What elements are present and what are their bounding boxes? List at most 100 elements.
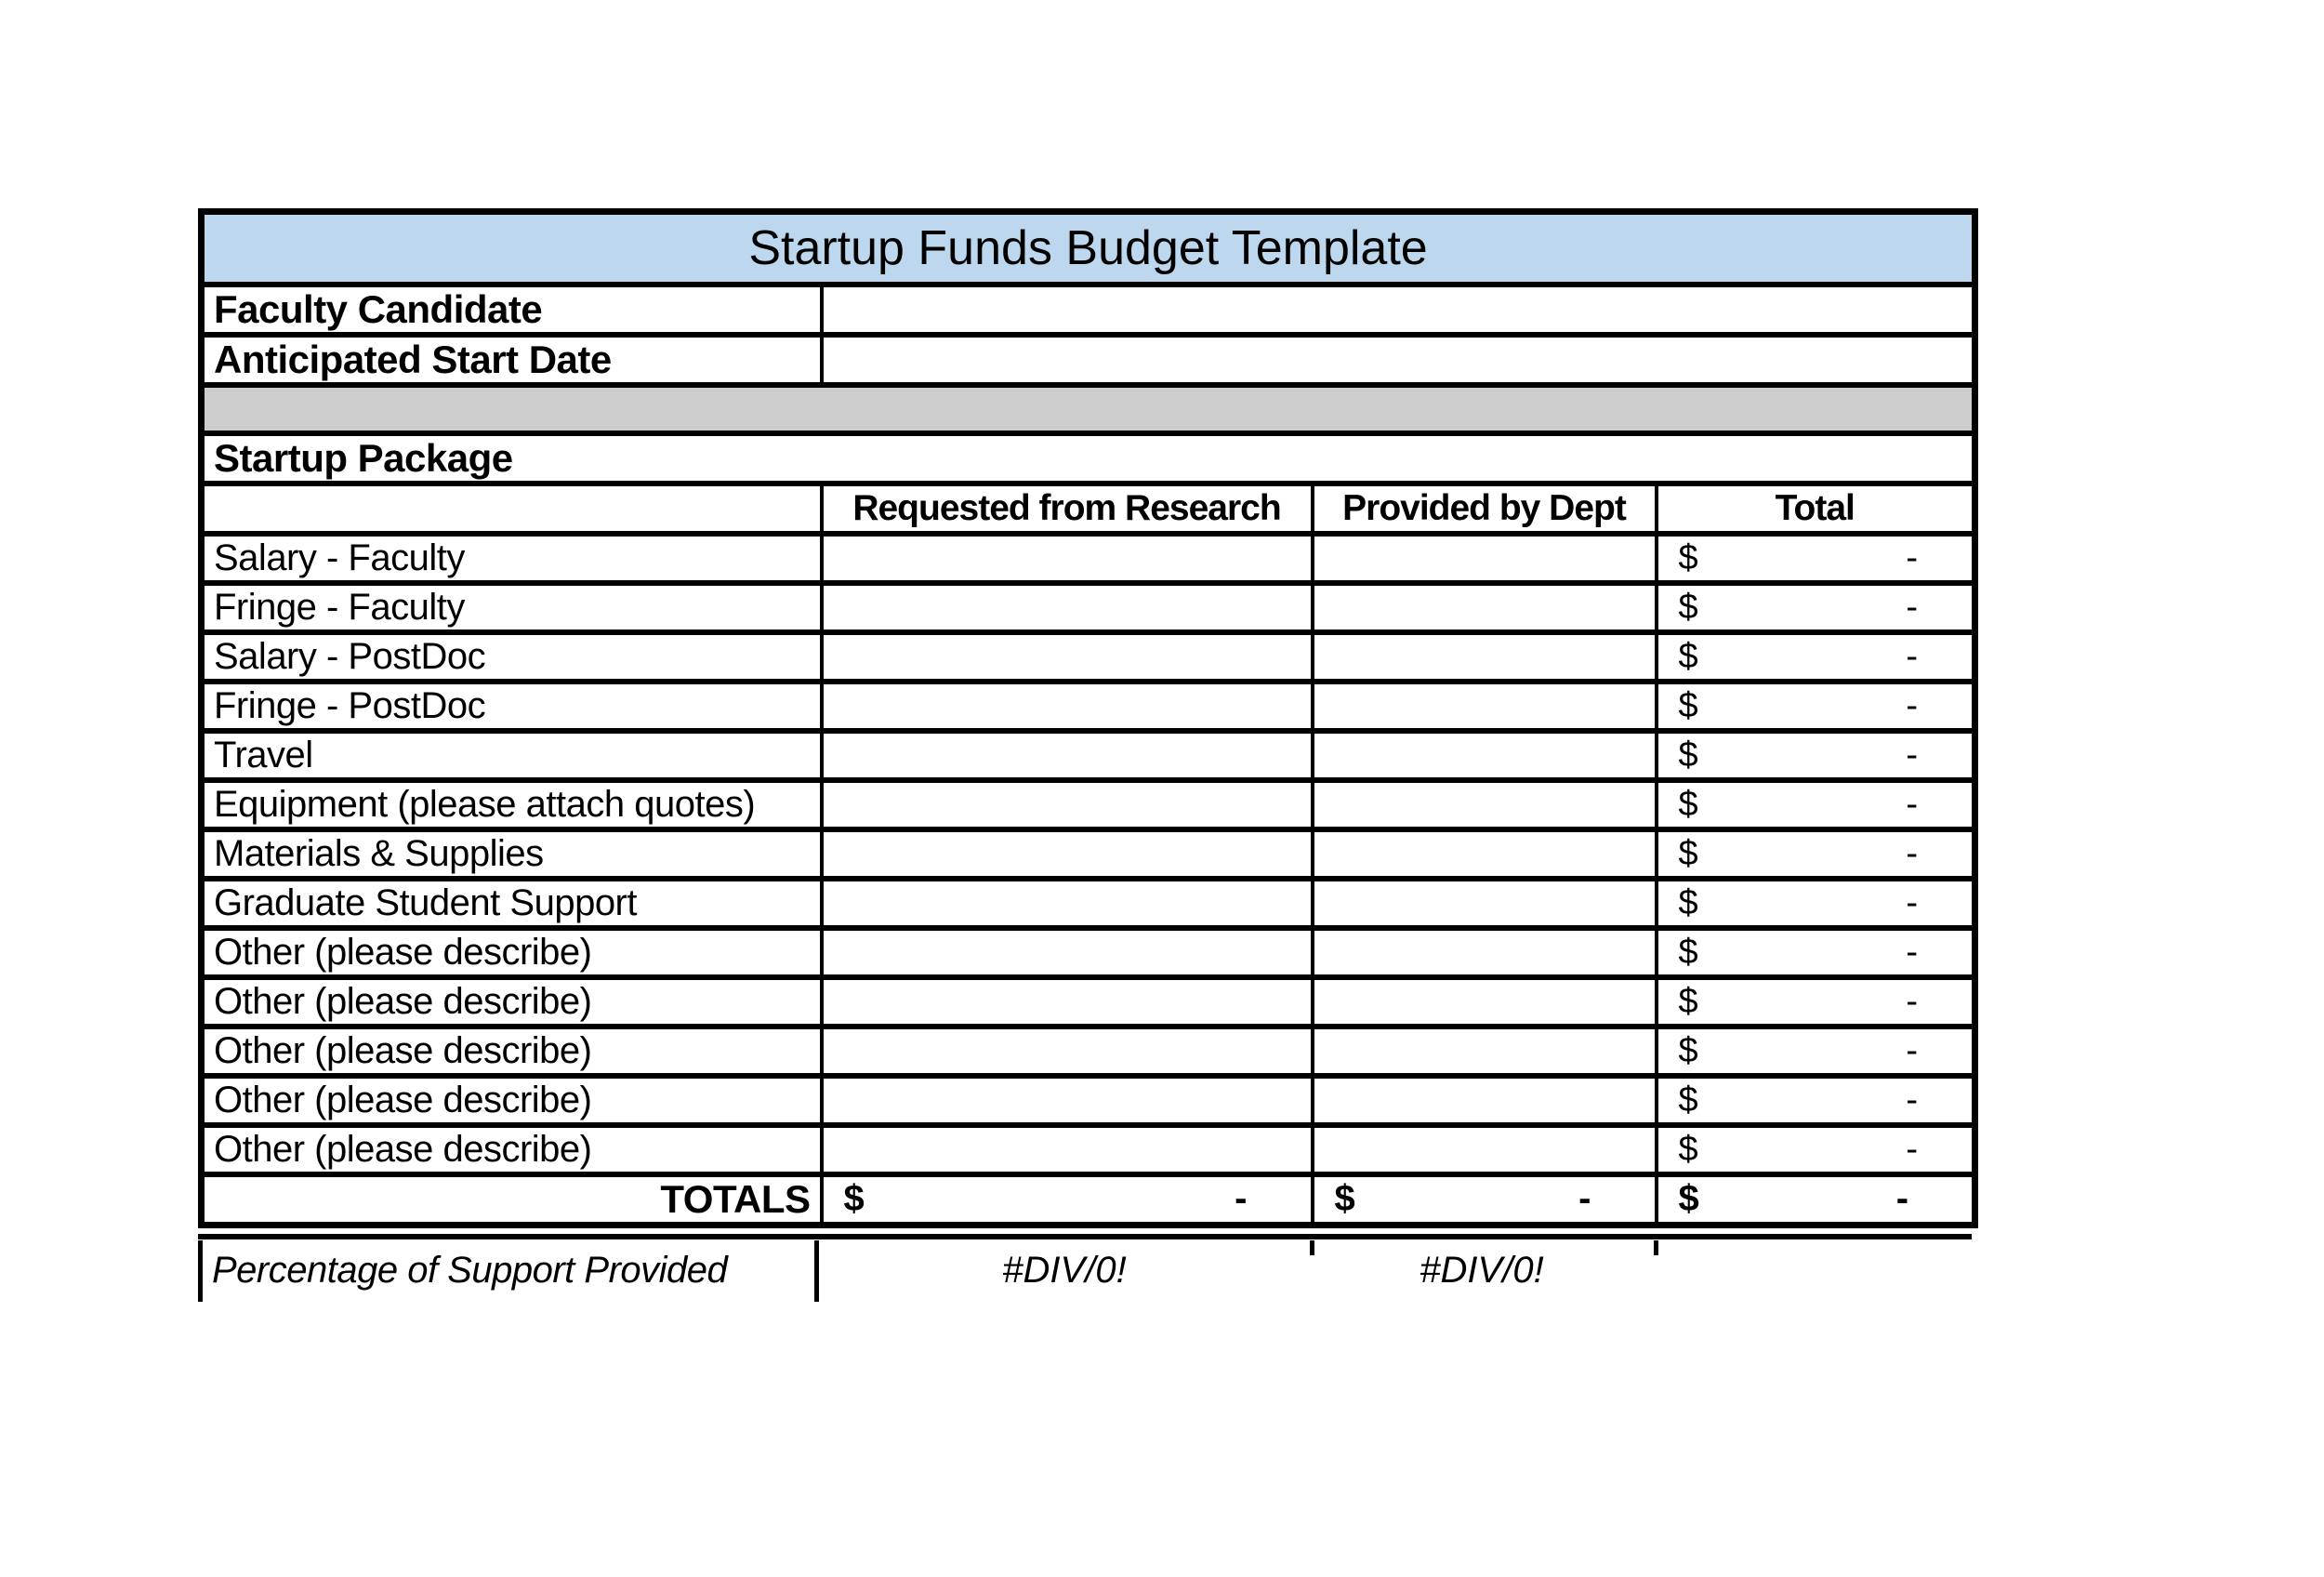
faculty-candidate-label: Faculty Candidate xyxy=(199,281,824,338)
section-title: Startup Package xyxy=(199,430,1977,486)
column-header-provided: Provided by Dept xyxy=(1310,480,1658,537)
table-row: Salary - Faculty $ - xyxy=(199,530,1977,586)
amount-value: - xyxy=(1906,1080,1919,1120)
column-header-total: Total xyxy=(1654,480,1977,537)
currency-symbol: $ xyxy=(1678,932,1698,972)
total-cell: $ - xyxy=(1654,579,1977,635)
requested-cell[interactable] xyxy=(819,530,1314,586)
provided-cell[interactable] xyxy=(1310,974,1658,1029)
table-row: Salary - PostDoc $ - xyxy=(199,629,1977,684)
provided-cell[interactable] xyxy=(1310,875,1658,931)
row-label: Other (please describe) xyxy=(199,924,824,980)
table-row: Other (please describe) $ - xyxy=(199,924,1977,980)
total-cell: $ - xyxy=(1654,875,1977,931)
row-label: Equipment (please attach quotes) xyxy=(199,776,824,832)
row-label: Salary - PostDoc xyxy=(199,629,824,684)
requested-cell[interactable] xyxy=(819,924,1314,980)
total-cell: $ - xyxy=(1654,629,1977,684)
table-row: Other (please describe) $ - xyxy=(199,974,1977,1029)
totals-row: TOTALS $ - $ - $ - xyxy=(199,1171,1977,1227)
total-cell: $ - xyxy=(1654,1023,1977,1079)
amount-value: - xyxy=(1906,537,1919,577)
currency-symbol: $ xyxy=(1678,685,1698,725)
amount-value: - xyxy=(1578,1178,1591,1219)
section-row: Startup Package xyxy=(199,430,1977,486)
currency-symbol: $ xyxy=(1678,1080,1698,1120)
requested-cell[interactable] xyxy=(819,875,1314,931)
requested-cell[interactable] xyxy=(819,1121,1314,1177)
amount-value: - xyxy=(1906,981,1919,1021)
total-cell: $ - xyxy=(1654,1072,1977,1128)
row-label: Other (please describe) xyxy=(199,1121,824,1177)
table-row: Other (please describe) $ - xyxy=(199,1023,1977,1079)
total-cell: $ - xyxy=(1654,826,1977,881)
currency-symbol: $ xyxy=(1678,1178,1699,1219)
budget-table: Startup Funds Budget Template Faculty Ca… xyxy=(198,208,1979,1228)
requested-cell[interactable] xyxy=(819,727,1314,783)
provided-cell[interactable] xyxy=(1310,727,1658,783)
provided-cell[interactable] xyxy=(1310,1121,1658,1177)
faculty-candidate-input[interactable] xyxy=(819,281,1977,338)
requested-cell[interactable] xyxy=(819,776,1314,832)
requested-cell[interactable] xyxy=(819,826,1314,881)
currency-symbol: $ xyxy=(1334,1178,1355,1219)
provided-cell[interactable] xyxy=(1310,1023,1658,1079)
requested-cell[interactable] xyxy=(819,629,1314,684)
currency-symbol: $ xyxy=(1678,882,1698,922)
requested-cell[interactable] xyxy=(819,1023,1314,1079)
provided-cell[interactable] xyxy=(1310,924,1658,980)
start-date-input[interactable] xyxy=(819,331,1977,388)
row-label: Travel xyxy=(199,727,824,783)
requested-cell[interactable] xyxy=(819,1072,1314,1128)
currency-symbol: $ xyxy=(1678,784,1698,824)
double-rule-divider xyxy=(198,1233,1972,1239)
percentage-row: Percentage of Support Provided #DIV/0! #… xyxy=(198,1239,1972,1302)
row-label: Other (please describe) xyxy=(199,1072,824,1128)
table-row: Fringe - Faculty $ - xyxy=(199,579,1977,635)
amount-value: - xyxy=(1235,1178,1248,1219)
page-title: Startup Funds Budget Template xyxy=(199,208,1977,287)
requested-cell[interactable] xyxy=(819,678,1314,734)
title-row: Startup Funds Budget Template xyxy=(199,208,1977,287)
provided-cell[interactable] xyxy=(1310,1072,1658,1128)
total-cell: $ - xyxy=(1654,924,1977,980)
percentage-label: Percentage of Support Provided xyxy=(203,1239,819,1302)
row-label: Materials & Supplies xyxy=(199,826,824,881)
amount-value: - xyxy=(1906,882,1919,922)
amount-value: - xyxy=(1906,735,1919,775)
table-row: Graduate Student Support $ - xyxy=(199,875,1977,931)
provided-cell[interactable] xyxy=(1310,629,1658,684)
total-cell: $ - xyxy=(1654,678,1977,734)
requested-cell[interactable] xyxy=(819,974,1314,1029)
column-divider-tick xyxy=(1310,1239,1314,1255)
table-row: Other (please describe) $ - xyxy=(199,1121,1977,1177)
amount-value: - xyxy=(1906,784,1919,824)
requested-cell[interactable] xyxy=(819,579,1314,635)
currency-symbol: $ xyxy=(1678,636,1698,676)
column-header-row: Requested from Research Provided by Dept… xyxy=(199,480,1977,537)
start-date-label: Anticipated Start Date xyxy=(199,331,824,388)
table-row: Equipment (please attach quotes) $ - xyxy=(199,776,1977,832)
currency-symbol: $ xyxy=(1678,981,1698,1021)
totals-requested-cell: $ - xyxy=(819,1171,1314,1227)
row-label: Other (please describe) xyxy=(199,974,824,1029)
totals-provided-cell: $ - xyxy=(1310,1171,1658,1227)
provided-cell[interactable] xyxy=(1310,776,1658,832)
provided-cell[interactable] xyxy=(1310,579,1658,635)
row-label: Fringe - PostDoc xyxy=(199,678,824,734)
currency-symbol: $ xyxy=(1678,833,1698,873)
amount-value: - xyxy=(1906,636,1919,676)
percentage-requested-value: #DIV/0! xyxy=(1002,1250,1127,1291)
provided-cell[interactable] xyxy=(1310,678,1658,734)
table-row: Fringe - PostDoc $ - xyxy=(199,678,1977,734)
amount-value: - xyxy=(1895,1178,1909,1219)
row-label: Fringe - Faculty xyxy=(199,579,824,635)
column-header-blank xyxy=(199,480,824,537)
totals-label: TOTALS xyxy=(199,1171,824,1227)
amount-value: - xyxy=(1906,587,1919,627)
budget-sheet: Startup Funds Budget Template Faculty Ca… xyxy=(198,208,1979,1302)
provided-cell[interactable] xyxy=(1310,826,1658,881)
provided-cell[interactable] xyxy=(1310,530,1658,586)
amount-value: - xyxy=(1906,1129,1919,1169)
amount-value: - xyxy=(1906,1030,1919,1070)
